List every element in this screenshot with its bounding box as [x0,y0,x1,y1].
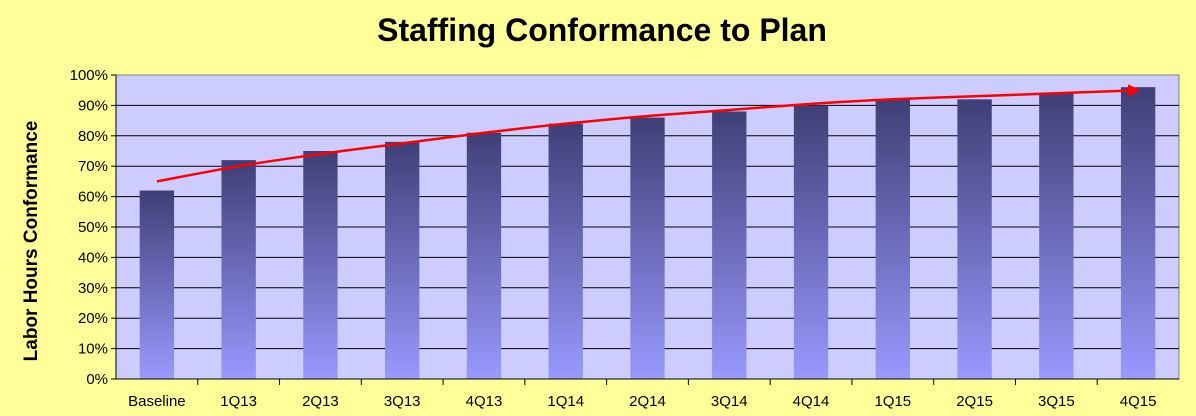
x-tick-label: 2Q14 [629,393,666,410]
y-tick-label: 10% [78,341,108,358]
y-axis-label: Labor Hours Conformance [21,121,42,362]
x-tick-label: 4Q14 [793,393,830,410]
y-tick-label: 50% [78,219,108,236]
x-tick-label: 3Q15 [1038,393,1075,410]
chart-title: Staffing Conformance to Plan [377,12,827,48]
y-tick-label: 0% [86,371,108,388]
bar [221,160,256,379]
bar [957,99,992,379]
x-tick-label: Baseline [128,393,186,410]
y-tick-label: 20% [78,310,108,327]
x-tick-label: 1Q14 [547,393,584,410]
y-tick-label: 80% [78,128,108,145]
bar [548,123,583,379]
y-tick-label: 70% [78,158,108,175]
bar [139,190,175,379]
x-tick-label: 4Q13 [466,393,503,410]
y-tick-label: 90% [78,97,108,114]
bar [385,141,420,379]
trend-line [156,84,1141,183]
x-tick-label: 3Q13 [384,393,421,410]
x-tick-label: 2Q13 [302,393,339,410]
y-tick-label: 30% [78,280,108,297]
bar [1120,87,1156,379]
bar [793,105,829,380]
y-tick-label: 100% [70,67,108,84]
x-tick-label: 3Q14 [711,393,748,410]
bar [630,117,665,379]
bar [303,151,338,379]
x-tick-label: 4Q15 [1120,393,1157,410]
x-tick-label: 1Q13 [220,393,257,410]
bar [875,99,910,379]
bar [712,111,747,379]
y-tick-label: 60% [78,189,108,206]
x-tick-label: 2Q15 [956,393,993,410]
y-tick-label: 40% [78,249,108,266]
bar [1039,93,1074,380]
bar [466,132,502,379]
x-tick-label: 1Q15 [874,393,911,410]
